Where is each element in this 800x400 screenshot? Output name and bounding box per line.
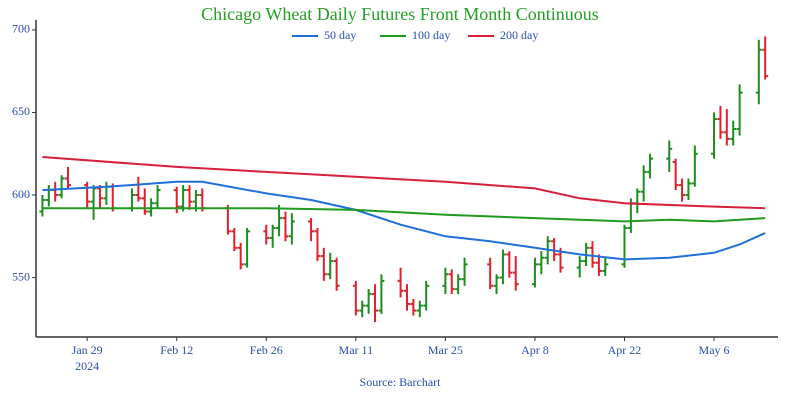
chart-title: Chicago Wheat Daily Futures Front Month … bbox=[201, 4, 599, 24]
x-tick-label: Mar 11 bbox=[339, 343, 374, 357]
x-tick-label: Mar 25 bbox=[428, 343, 463, 357]
y-tick-label: 650 bbox=[12, 104, 30, 118]
source: Source: Barchart bbox=[360, 375, 442, 389]
moving-average-line bbox=[42, 156, 766, 210]
x-tick-year: 2024 bbox=[75, 359, 99, 373]
moving-average-line bbox=[42, 207, 766, 223]
legend-label: 200 day bbox=[500, 28, 538, 42]
x-tick-label: Feb 12 bbox=[160, 343, 193, 357]
x-tick-label: May 6 bbox=[699, 343, 730, 357]
y-tick-label: 600 bbox=[12, 187, 30, 201]
x-tick-label: Apr 8 bbox=[521, 343, 549, 357]
legend-label: 50 day bbox=[324, 28, 356, 42]
moving-average-line bbox=[42, 180, 766, 261]
y-tick-label: 550 bbox=[12, 269, 30, 283]
x-tick-label: Feb 26 bbox=[250, 343, 283, 357]
legend-label: 100 day bbox=[412, 28, 450, 42]
x-tick-label: Apr 22 bbox=[608, 343, 642, 357]
x-tick-label: Jan 29 bbox=[72, 343, 103, 357]
y-tick-label: 700 bbox=[12, 22, 30, 36]
